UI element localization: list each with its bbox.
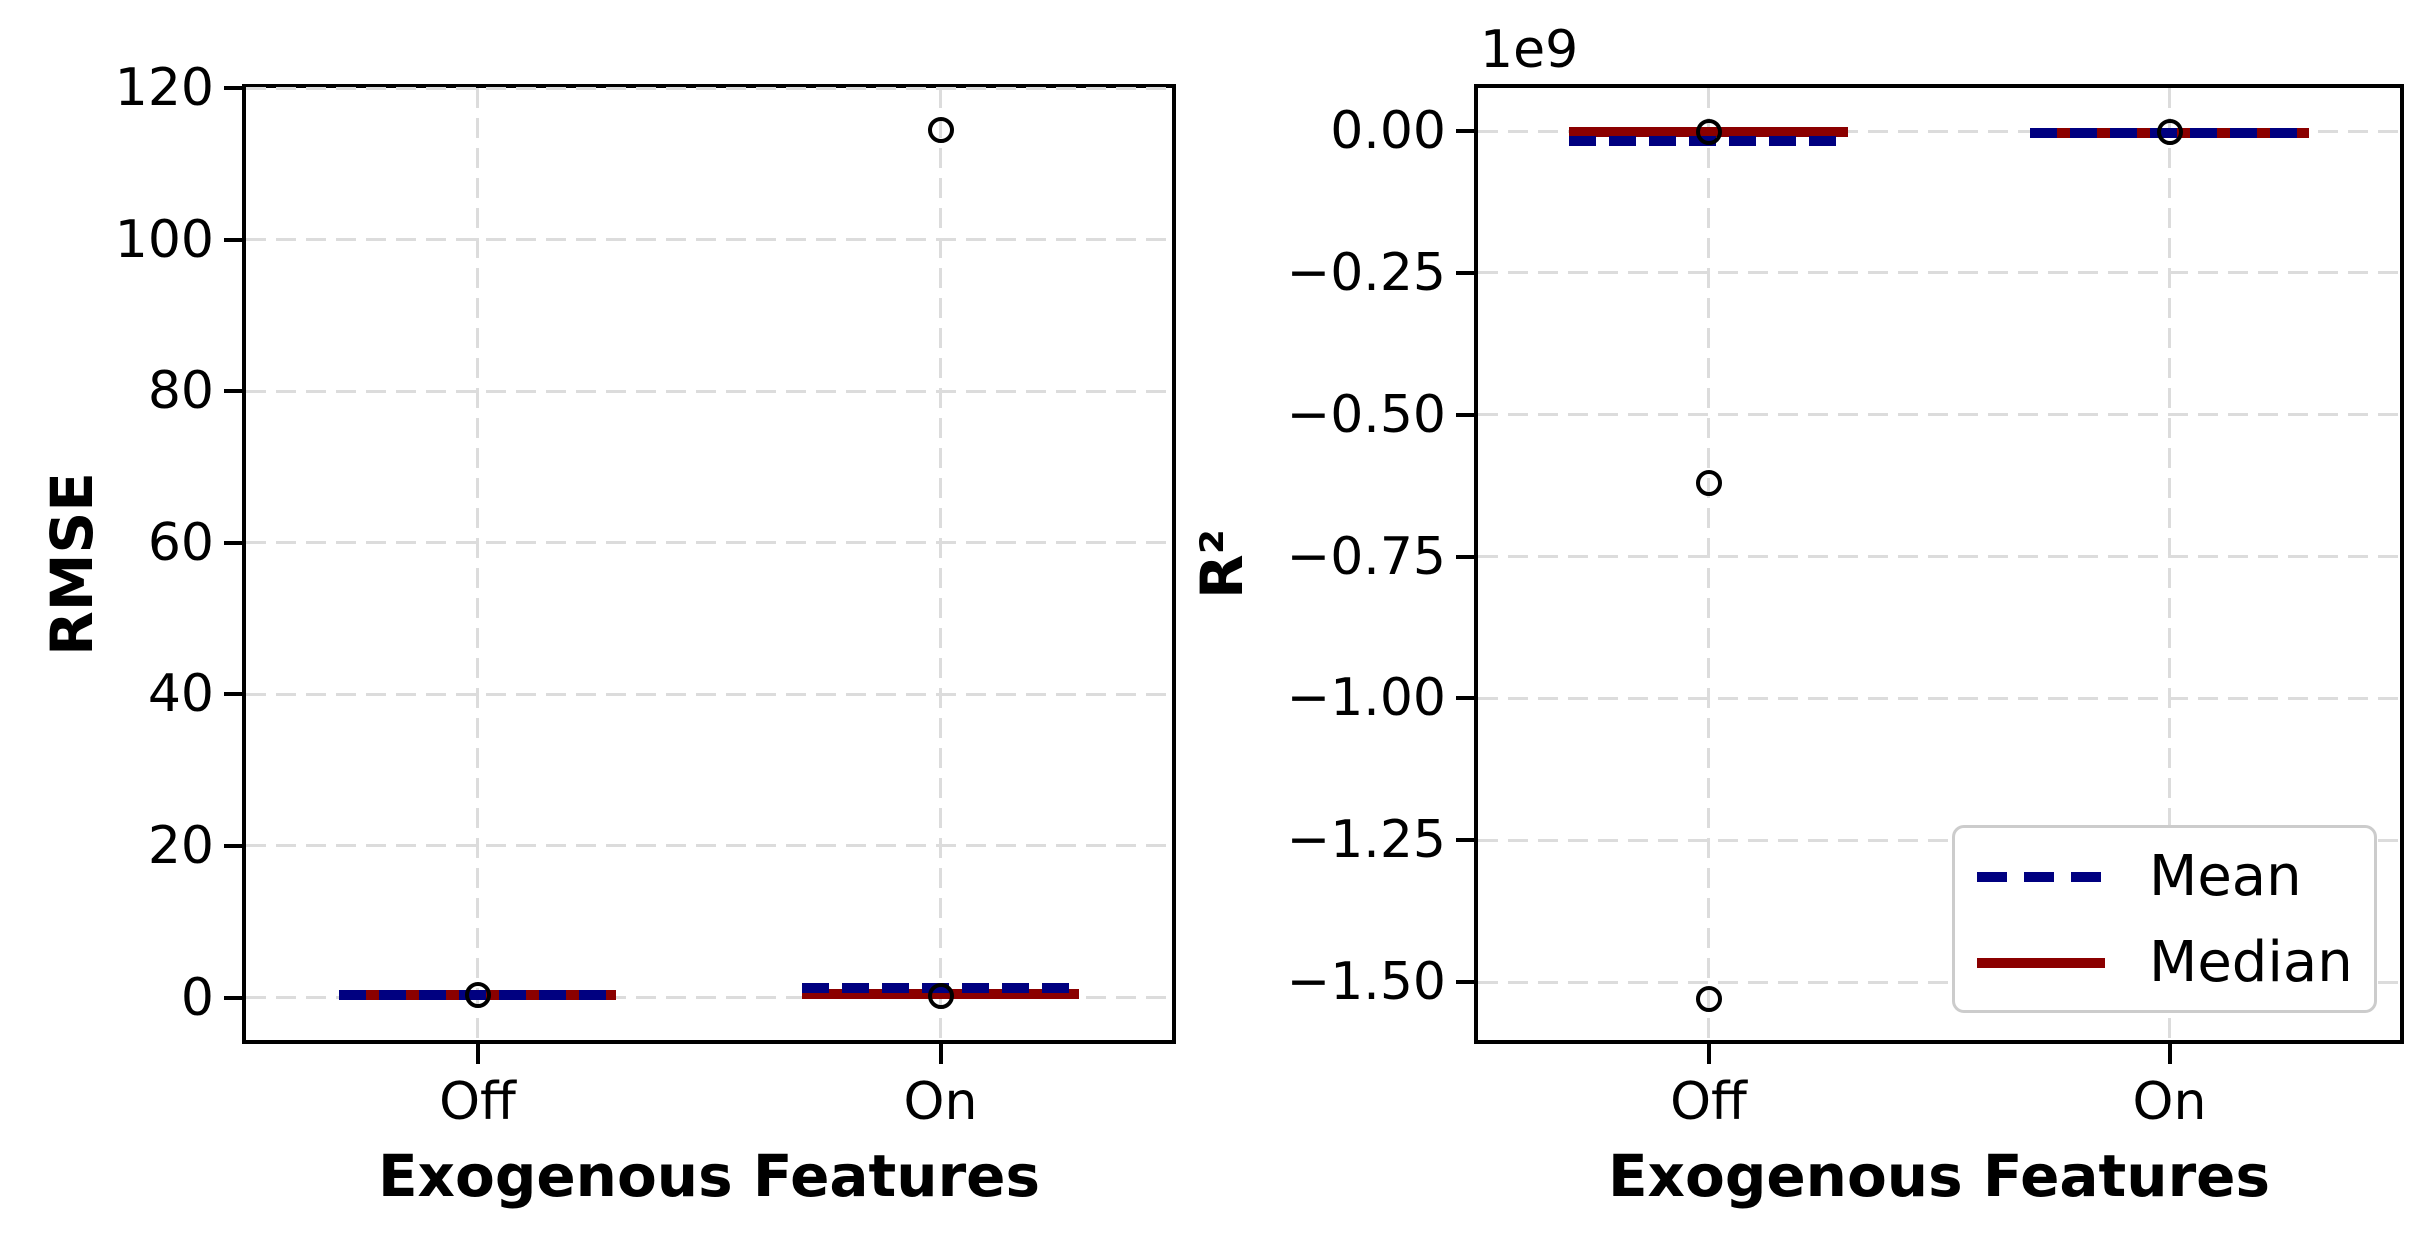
y-tick-label: 100: [114, 209, 214, 270]
legend-mean-line-sample: [1977, 872, 2105, 882]
y-gridline: [1478, 838, 2400, 842]
x-tick: [938, 1044, 943, 1064]
y-tick-label: −0.50: [1286, 384, 1446, 445]
mean-line: [801, 982, 1080, 993]
axis-offset-text: 1e9: [1480, 20, 1579, 80]
y-tick-label: −1.50: [1286, 952, 1446, 1013]
x-axis-label: Exogenous Features: [377, 1142, 1041, 1210]
y-gridline: [246, 238, 1172, 242]
y-gridline: [1478, 980, 2400, 984]
y-tick-label: 0: [180, 967, 214, 1028]
y-tick-label: −0.25: [1286, 242, 1446, 303]
x-gridline: [939, 88, 942, 1040]
y-gridline: [1478, 413, 2400, 417]
y-gridline: [246, 86, 1172, 90]
y-gridline: [246, 844, 1172, 848]
y-tick-label: 120: [114, 58, 214, 118]
x-tick-label: Off: [439, 1072, 516, 1132]
y-gridline: [1478, 696, 2400, 700]
median-line: [1569, 127, 1848, 138]
outlier-point: [464, 981, 491, 1008]
plot-area: [242, 84, 1176, 1044]
y-tick: [1456, 980, 1478, 985]
y-tick: [1456, 838, 1478, 843]
x-tick: [1706, 1044, 1711, 1064]
y-tick: [1456, 270, 1478, 275]
x-gridline: [476, 88, 479, 1040]
x-axis-label: Exogenous Features: [1607, 1142, 2271, 1210]
median-line: [338, 990, 617, 1001]
y-tick-label: 0.00: [1330, 101, 1446, 162]
plot-area: [1474, 84, 2404, 1044]
y-tick: [224, 995, 246, 1000]
y-gridline: [246, 389, 1172, 393]
y-gridline: [1478, 129, 2400, 133]
y-gridline: [1478, 271, 2400, 275]
y-tick-label: 20: [147, 815, 214, 876]
legend: Mean Median: [1952, 825, 2377, 1013]
y-tick-label: 80: [147, 361, 214, 422]
outlier-point: [2156, 119, 2183, 146]
y-axis-label: RMSE: [38, 472, 106, 656]
y-tick: [1456, 412, 1478, 417]
y-tick: [224, 843, 246, 848]
outlier-point: [927, 983, 954, 1010]
y-tick-label: −1.00: [1286, 668, 1446, 729]
legend-item-label: Mean: [2149, 844, 2302, 909]
legend-item: Median: [1955, 920, 2374, 1006]
mean-line: [1569, 136, 1848, 147]
y-tick-label: 40: [147, 664, 214, 725]
legend-median-line-sample: [1977, 958, 2105, 968]
y-gridline: [1478, 555, 2400, 559]
median-line: [801, 988, 1080, 999]
x-tick: [2167, 1044, 2172, 1064]
median-line: [2030, 127, 2309, 138]
y-gridline: [246, 692, 1172, 696]
x-gridline: [2168, 88, 2171, 1040]
y-tick: [224, 692, 246, 697]
legend-item-label: Median: [2149, 930, 2353, 995]
y-tick: [224, 389, 246, 394]
y-tick: [224, 86, 246, 90]
outlier-point: [1695, 986, 1722, 1013]
y-gridline: [246, 996, 1172, 1000]
y-tick-label: 60: [147, 512, 214, 573]
y-tick: [1456, 129, 1478, 134]
legend-item: Mean: [1955, 834, 2374, 920]
y-tick: [224, 540, 246, 545]
outlier-point: [1695, 469, 1722, 496]
y-axis-label: R²: [1188, 528, 1256, 600]
y-gridline: [246, 541, 1172, 545]
outlier-point: [927, 116, 954, 143]
mean-line: [338, 990, 617, 1001]
y-tick: [1456, 554, 1478, 559]
y-tick-label: −0.75: [1286, 526, 1446, 587]
mean-line: [2030, 127, 2309, 138]
y-tick-label: −1.25: [1286, 810, 1446, 871]
y-tick: [1456, 696, 1478, 701]
y-tick: [224, 237, 246, 242]
x-tick-label: On: [903, 1072, 978, 1132]
x-tick-label: Off: [1670, 1072, 1747, 1132]
x-tick-label: On: [2132, 1072, 2207, 1132]
x-gridline: [1707, 88, 1710, 1040]
x-tick: [475, 1044, 480, 1064]
outlier-point: [1695, 118, 1722, 145]
